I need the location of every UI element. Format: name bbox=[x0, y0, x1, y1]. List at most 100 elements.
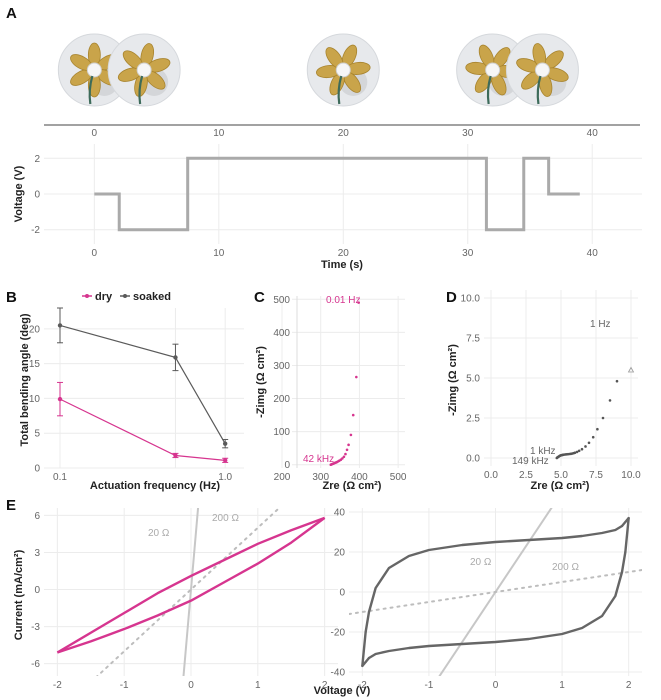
annotation-001hz: 0.01 Hz bbox=[326, 295, 360, 306]
bending-ytick: 5 bbox=[34, 429, 40, 440]
bending-xlabel: Actuation frequency (Hz) bbox=[90, 480, 221, 492]
bending-line-dry bbox=[59, 398, 226, 461]
nyquist-soaked-xtick: 5.0 bbox=[554, 470, 568, 481]
wire-shape bbox=[536, 75, 542, 105]
legend-soaked-marker bbox=[123, 294, 127, 298]
panelER-sample-point bbox=[364, 630, 367, 634]
panelER-ytick: 40 bbox=[334, 508, 346, 519]
bending-xtick: 0.1 bbox=[53, 472, 67, 483]
panel-letter-e: E bbox=[6, 497, 16, 514]
voltage-chart: 0 10 20 30 40 -2 0 2 bbox=[31, 144, 642, 259]
legend-dry-label: dry bbox=[95, 291, 113, 303]
nyquist-dry-xlabel: Zre (Ω cm²) bbox=[323, 480, 382, 492]
photo-strip bbox=[57, 33, 579, 107]
actuator-photo bbox=[306, 33, 380, 107]
panelEL-xtick: 0 bbox=[188, 680, 194, 691]
panelEL-xtick: 1 bbox=[255, 680, 261, 691]
cv-right-chart: -2 -1 0 1 2 -40 -20 0 20 40 bbox=[331, 508, 642, 691]
voltage-ytick: -2 bbox=[31, 225, 40, 236]
panelER-ytick: -40 bbox=[331, 668, 346, 679]
panelER-sample-point bbox=[364, 660, 367, 664]
panelER-sample-point bbox=[627, 516, 630, 520]
panelEL-ytick: -3 bbox=[31, 622, 40, 633]
nyquist-dry-point bbox=[347, 443, 350, 447]
panelEL-xtick: -2 bbox=[53, 680, 62, 691]
nyquist-dry-ytick: 100 bbox=[273, 427, 290, 438]
nyquist-dry-point bbox=[349, 433, 353, 437]
annotation-1khz: 1 kHz bbox=[530, 446, 556, 457]
nyquist-soaked-point bbox=[601, 416, 605, 420]
bending-point bbox=[57, 323, 63, 328]
panelEL-ytick: 3 bbox=[34, 548, 40, 559]
nyquist-dry-xtick: 500 bbox=[390, 472, 407, 483]
panelER-sample-point bbox=[361, 664, 364, 668]
photo-axis-tick: 20 bbox=[338, 128, 350, 139]
nyquist-dry-point bbox=[351, 413, 355, 417]
panel-letter-a: A bbox=[6, 5, 17, 22]
photo-timeline-ticks: 0 10 20 30 40 bbox=[92, 128, 599, 139]
nyquist-soaked-point bbox=[591, 435, 595, 439]
panelER-ytick: 20 bbox=[334, 548, 346, 559]
annotation-149khz: 149 kHz bbox=[512, 456, 549, 467]
bending-line-soaked bbox=[59, 324, 226, 444]
nyquist-dry-xtick: 400 bbox=[351, 472, 368, 483]
legend-soaked-label: soaked bbox=[133, 291, 171, 303]
voltage-step-line bbox=[94, 156, 580, 232]
panelEL-xtick: -1 bbox=[120, 680, 129, 691]
nyquist-soaked-point bbox=[615, 379, 619, 383]
bending-ylabel: Total bending angle (deg) bbox=[19, 313, 31, 446]
nyquist-dry-ylabel: -Zimg (Ω cm²) bbox=[255, 346, 267, 418]
nyquist-dry-chart: 200 300 400 500 0 100 200 300 400 500 bbox=[273, 295, 407, 483]
actuator-photo bbox=[505, 33, 579, 107]
nyquist-soaked-point bbox=[596, 427, 599, 431]
center-disc bbox=[485, 62, 501, 78]
panelER-sample-point bbox=[624, 520, 627, 524]
center-disc bbox=[136, 62, 152, 78]
nyquist-dry-ytick: 400 bbox=[273, 328, 290, 339]
nyquist-dry-point bbox=[355, 375, 358, 379]
nyquist-dry-xtick: 200 bbox=[274, 472, 291, 483]
photo-axis-tick: 0 bbox=[92, 128, 98, 139]
bending-point bbox=[173, 453, 178, 458]
nyquist-soaked-ytick: 0.0 bbox=[466, 454, 480, 465]
nyquist-dry-point bbox=[342, 455, 346, 459]
bending-ytick: 10 bbox=[29, 394, 41, 405]
voltage-ytick: 0 bbox=[34, 190, 40, 201]
panelER-xtick: 2 bbox=[626, 680, 632, 691]
nyquist-dry-point bbox=[344, 452, 347, 456]
voltage-xtick: 10 bbox=[213, 248, 225, 259]
nyquist-dry-ytick: 0 bbox=[284, 460, 290, 471]
nyquist-soaked-outlier-marker bbox=[627, 366, 635, 373]
panelER-curve-upper bbox=[361, 517, 630, 667]
nyquist-soaked-ytick: 2.5 bbox=[466, 414, 480, 425]
annotation-1hz: 1 Hz bbox=[590, 319, 611, 330]
photo-axis-tick: 30 bbox=[462, 128, 474, 139]
bending-point bbox=[57, 396, 63, 402]
nyquist-soaked-point bbox=[573, 451, 577, 455]
panelER-xtick: -2 bbox=[358, 680, 367, 691]
panelER-200ohm-line bbox=[349, 569, 642, 615]
nyquist-soaked-point bbox=[584, 445, 587, 448]
wire-shape bbox=[88, 75, 94, 105]
panelEL-curve-lower bbox=[56, 516, 326, 654]
cv-xlabel: Voltage (V) bbox=[314, 685, 371, 697]
cv-right-annotation-200ohm: 200 Ω bbox=[552, 562, 579, 573]
bending-ytick: 15 bbox=[29, 359, 41, 370]
bending-point bbox=[222, 458, 228, 463]
nyquist-dry-point bbox=[345, 448, 349, 452]
nyquist-soaked-ytick: 10.0 bbox=[461, 294, 481, 305]
panel-letter-b: B bbox=[6, 289, 17, 306]
photo-axis-tick: 40 bbox=[587, 128, 599, 139]
panel-letter-c: C bbox=[254, 289, 265, 306]
nyquist-soaked-point bbox=[587, 441, 591, 445]
panelER-ytick: -20 bbox=[331, 628, 346, 639]
cv-ylabel: Current (mA/cm²) bbox=[13, 549, 25, 640]
nyquist-dry-point bbox=[357, 301, 360, 304]
voltage-xtick: 0 bbox=[92, 248, 98, 259]
bending-point bbox=[222, 441, 228, 446]
panelER-xtick: -1 bbox=[424, 680, 433, 691]
wire-shape bbox=[337, 75, 343, 105]
panelER-sample-point bbox=[620, 524, 624, 528]
panelEL-ytick: 0 bbox=[34, 585, 40, 596]
bending-legend: dry soaked bbox=[82, 291, 171, 303]
